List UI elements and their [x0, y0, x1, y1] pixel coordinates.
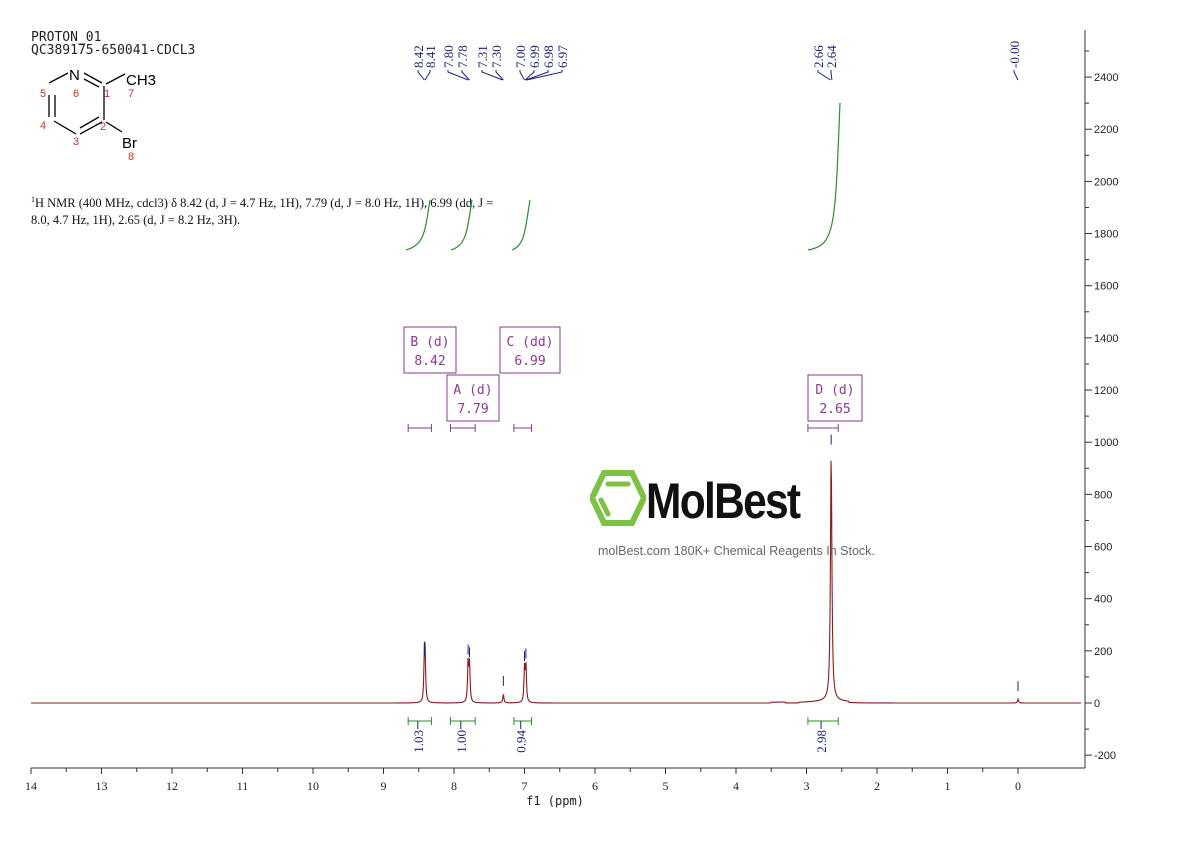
peak-label-connector — [526, 70, 563, 81]
x-tick-label: 14 — [25, 779, 37, 793]
peak-label: 7.80 — [441, 45, 456, 68]
multiplet-shift: 2.65 — [819, 402, 850, 417]
y-tick-label: -200 — [1094, 750, 1116, 762]
peak-label: -0.00 — [1007, 41, 1022, 68]
peak-label: 8.42 — [411, 45, 426, 68]
x-axis-label: f1 (ppm) — [526, 794, 584, 808]
multiplet-label: A (d) — [453, 383, 492, 398]
atom-number-3: 3 — [73, 136, 79, 148]
peak-label-connector — [447, 70, 469, 81]
multiplet-shift: 6.99 — [514, 354, 545, 369]
x-tick-label: 6 — [592, 779, 598, 793]
multiplet-box — [403, 326, 457, 374]
multiplet-box — [446, 374, 500, 422]
multiplet-label: B (d) — [410, 335, 449, 350]
x-tick-label: 7 — [522, 779, 528, 793]
atom-number-6: 6 — [73, 88, 79, 100]
atom-number-2: 2 — [100, 121, 106, 133]
molbest-logo-icon — [590, 470, 646, 526]
peak-label-connector — [524, 70, 535, 81]
x-tick-label: 4 — [733, 779, 739, 793]
peak-label: 8.41 — [423, 45, 438, 68]
atom-number-5: 5 — [40, 88, 46, 100]
x-tick-label: 11 — [237, 779, 249, 793]
atom-number-8: 8 — [128, 151, 134, 163]
atom-number-4: 4 — [40, 120, 46, 132]
peak-label-connector — [817, 70, 831, 81]
x-tick-label: 8 — [451, 779, 457, 793]
peak-label: 7.31 — [475, 45, 490, 68]
integral-curve — [807, 102, 841, 251]
header: PROTON_01 QC389175-650041-CDCL3 — [31, 31, 195, 57]
peak-label-connector — [461, 70, 470, 81]
y-tick-label: 600 — [1094, 542, 1112, 554]
peak-label-connector — [424, 70, 431, 81]
x-tick-label: 3 — [804, 779, 810, 793]
peak-label: 6.99 — [527, 45, 542, 68]
multiplet-shift: 8.42 — [414, 354, 445, 369]
nmr-description-line2: 8.0, 4.7 Hz, 1H), 2.65 (d, J = 8.2 Hz, 3… — [31, 213, 241, 228]
peak-label-connector — [1013, 70, 1019, 81]
integral-curve — [511, 199, 531, 251]
peak-label: 6.97 — [555, 45, 570, 68]
y-tick-label: 400 — [1094, 594, 1112, 606]
experiment-name: PROTON_01 — [31, 30, 102, 45]
peak-label-connector — [830, 70, 833, 81]
y-tick-label: 2200 — [1094, 124, 1118, 136]
sample-name: QC389175-650041-CDCL3 — [31, 43, 196, 58]
integral-curve — [405, 199, 431, 251]
x-tick-label: 9 — [381, 779, 387, 793]
integral-value: 0.94 — [514, 730, 529, 753]
y-tick-label: 2000 — [1094, 176, 1118, 188]
peak-label: 7.00 — [513, 45, 528, 68]
watermark-tagline: molBest.com 180K+ Chemical Reagents In S… — [598, 544, 875, 558]
y-tick-label: 1600 — [1094, 281, 1118, 293]
peak-label-connector — [495, 70, 504, 81]
x-tick-label: 5 — [663, 779, 669, 793]
y-tick-label: 1800 — [1094, 229, 1118, 241]
y-tick-label: 200 — [1094, 646, 1112, 658]
x-tick-label: 2 — [874, 779, 880, 793]
y-tick-label: 0 — [1094, 698, 1100, 710]
integral-value: 1.00 — [454, 730, 469, 753]
multiplet-box — [499, 326, 561, 374]
x-tick-label: 1 — [945, 779, 951, 793]
peak-label-connector — [417, 70, 425, 81]
peak-label: 7.30 — [489, 45, 504, 68]
spectrum-line — [31, 460, 1081, 704]
y-tick-label: 1200 — [1094, 385, 1118, 397]
atom-number-1: 1 — [104, 88, 110, 100]
peak-label: 2.64 — [824, 45, 839, 68]
peak-label-connector — [519, 70, 525, 81]
peak-label-connector — [481, 70, 503, 81]
multiplet-label: D (d) — [815, 383, 854, 398]
peak-label-connector — [525, 70, 549, 81]
peak-label: 7.78 — [455, 45, 470, 68]
nmr-description: 1H NMR (400 MHz, cdcl3) δ 8.42 (d, J = 4… — [31, 195, 494, 228]
peak-label: 6.98 — [541, 45, 556, 68]
multiplet-box — [807, 374, 863, 422]
atom-br: Br — [122, 135, 137, 152]
integral-curve — [450, 199, 473, 251]
atom-n: N — [69, 67, 80, 84]
y-tick-label: 1000 — [1094, 437, 1118, 449]
multiplet-shift: 7.79 — [457, 402, 488, 417]
watermark-brand: MolBest — [646, 473, 801, 529]
atom-number-7: 7 — [128, 88, 134, 100]
molecule-structure: N CH3 Br 1 2 3 4 5 6 7 8 — [40, 67, 156, 163]
x-tick-label: 13 — [96, 779, 108, 793]
x-tick-label: 0 — [1015, 779, 1021, 793]
x-tick-label: 12 — [166, 779, 178, 793]
y-tick-label: 1400 — [1094, 333, 1118, 345]
y-tick-label: 800 — [1094, 489, 1112, 501]
y-tick-label: 2400 — [1094, 72, 1118, 84]
peak-label: 2.66 — [811, 45, 826, 68]
x-tick-label: 10 — [307, 779, 319, 793]
atom-ch3: CH3 — [126, 72, 156, 89]
integral-value: 2.98 — [814, 730, 829, 753]
multiplet-label: C (dd) — [507, 335, 554, 350]
nmr-description-line1: H NMR (400 MHz, cdcl3) δ 8.42 (d, J = 4.… — [35, 196, 494, 211]
integral-value: 1.03 — [411, 730, 426, 753]
